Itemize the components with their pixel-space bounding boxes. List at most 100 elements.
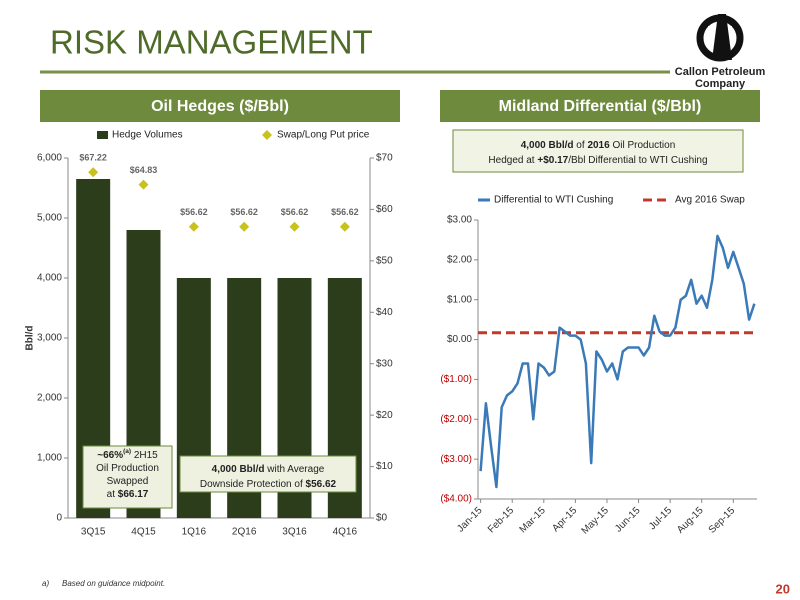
- annotation-text: Oil Production: [96, 463, 159, 474]
- y-tick-label: 1,000: [37, 453, 62, 464]
- x-tick-label: Sep-15: [707, 505, 738, 536]
- chart-title: Midland Differential ($/Bbl): [499, 98, 702, 115]
- annotation-text: at $66.17: [107, 489, 149, 500]
- logo-derrick: [712, 14, 732, 60]
- chart-title: Oil Hedges ($/Bbl): [151, 98, 289, 115]
- y-tick-label: 5,000: [37, 213, 62, 224]
- data-label: $64.83: [130, 165, 158, 175]
- x-tick-label: Aug-15: [675, 505, 706, 536]
- legend-swatch: [262, 130, 272, 140]
- y2-tick-label: $40: [376, 307, 393, 318]
- text-run: of: [574, 140, 588, 151]
- y-tick-label: ($3.00): [440, 454, 472, 465]
- annotation-box: [179, 455, 357, 493]
- x-tick-label: Mar-15: [518, 505, 548, 535]
- y-tick-label: 6,000: [37, 153, 62, 164]
- marker: [339, 221, 350, 232]
- x-tick-label: Jul-15: [647, 505, 674, 532]
- data-label: $56.62: [281, 207, 309, 217]
- legend-label: Differential to WTI Cushing: [494, 195, 613, 206]
- panel-header: [440, 90, 760, 122]
- text-run: Oil Production: [610, 140, 676, 151]
- subtitle-box: [452, 129, 744, 173]
- text-run: at: [107, 489, 118, 500]
- annotation-text: Swapped: [107, 476, 149, 487]
- text-run: Oil Production: [96, 463, 159, 474]
- data-label: $56.62: [180, 207, 208, 217]
- y2-tick-label: $20: [376, 410, 393, 421]
- y2-tick-label: $30: [376, 358, 393, 369]
- y-tick-label: $1.00: [447, 294, 472, 305]
- text-run: Downside Protection of: [200, 479, 306, 490]
- y2-tick-label: $0: [376, 513, 388, 524]
- y-tick-label: 2,000: [37, 393, 62, 404]
- annotation-text: Hedged at +$0.17/Bbl Differential to WTI…: [488, 155, 707, 166]
- annotation-text: 4,000 Bbl/d of 2016 Oil Production: [521, 140, 676, 151]
- y-axis-label: Bbl/d: [25, 326, 36, 351]
- y2-tick-label: $60: [376, 204, 393, 215]
- text-run: Swapped: [107, 476, 149, 487]
- y-tick-label: $0.00: [447, 334, 472, 345]
- y-tick-label: 0: [56, 513, 62, 524]
- y-tick-label: ($2.00): [440, 414, 472, 425]
- text-run: ~66%: [97, 450, 123, 461]
- legend-label: Swap/Long Put price: [277, 130, 370, 141]
- footnote-marker: a): [42, 579, 49, 588]
- y-tick-label: ($1.00): [440, 374, 472, 385]
- y-tick-label: $3.00: [447, 215, 472, 226]
- annotation-text: Downside Protection of $56.62: [200, 479, 337, 490]
- x-tick-label: 3Q15: [81, 527, 106, 538]
- data-label: $56.62: [331, 207, 359, 217]
- marker: [138, 179, 149, 190]
- annotation-text: ~66%(a) 2H15: [97, 448, 158, 460]
- annotation-text: 4,000 Bbl/d with Average: [212, 464, 325, 475]
- y2-tick-label: $10: [376, 461, 393, 472]
- marker: [88, 167, 99, 178]
- text-run: Hedged at: [488, 155, 537, 166]
- x-tick-label: Apr-15: [550, 505, 579, 534]
- x-tick-label: May-15: [580, 505, 612, 537]
- y-tick-label: $2.00: [447, 254, 472, 265]
- footnote: Based on guidance midpoint.: [62, 579, 165, 588]
- legend-label: Avg 2016 Swap: [675, 195, 745, 206]
- legend-label: Hedge Volumes: [112, 130, 183, 141]
- y-tick-label: 3,000: [37, 333, 62, 344]
- logo-text: Callon Petroleum: [675, 66, 766, 78]
- x-tick-label: 1Q16: [182, 527, 207, 538]
- annotation-box: [82, 445, 173, 509]
- legend-swatch: [97, 131, 108, 139]
- text-run: 2H15: [131, 450, 158, 461]
- y2-tick-label: $70: [376, 153, 393, 164]
- x-tick-label: Jan-15: [455, 505, 485, 535]
- text-run: with Average: [264, 464, 324, 475]
- x-tick-label: 2Q16: [232, 527, 257, 538]
- text-run: /Bbl Differential to WTI Cushing: [568, 155, 707, 166]
- y-tick-label: 4,000: [37, 273, 62, 284]
- text-run: 4,000 Bbl/d: [212, 464, 265, 475]
- y2-tick-label: $50: [376, 255, 393, 266]
- text-run: (a): [123, 448, 131, 455]
- text-run: 2016: [587, 140, 610, 151]
- page-number: 20: [776, 581, 790, 596]
- x-tick-label: 4Q16: [333, 527, 358, 538]
- panel-header: [40, 90, 400, 122]
- text-run: $56.62: [306, 479, 337, 490]
- text-run: +$0.17: [537, 155, 568, 166]
- data-label: $56.62: [230, 207, 258, 217]
- marker: [289, 221, 300, 232]
- logo: Callon Petroleum Company: [675, 14, 766, 90]
- slide-title: RISK MANAGEMENT: [50, 24, 373, 61]
- x-tick-label: 3Q16: [282, 527, 307, 538]
- data-line: [479, 234, 756, 489]
- data-label: $67.22: [79, 153, 107, 163]
- marker: [239, 221, 250, 232]
- logo-text: Company: [695, 78, 746, 90]
- x-tick-label: Feb-15: [486, 505, 516, 535]
- y-tick-label: ($4.00): [440, 494, 472, 505]
- text-run: $66.17: [118, 489, 149, 500]
- x-tick-label: Jun-15: [613, 505, 643, 535]
- text-run: 4,000 Bbl/d: [521, 140, 574, 151]
- x-tick-label: 4Q15: [131, 527, 156, 538]
- marker: [188, 221, 199, 232]
